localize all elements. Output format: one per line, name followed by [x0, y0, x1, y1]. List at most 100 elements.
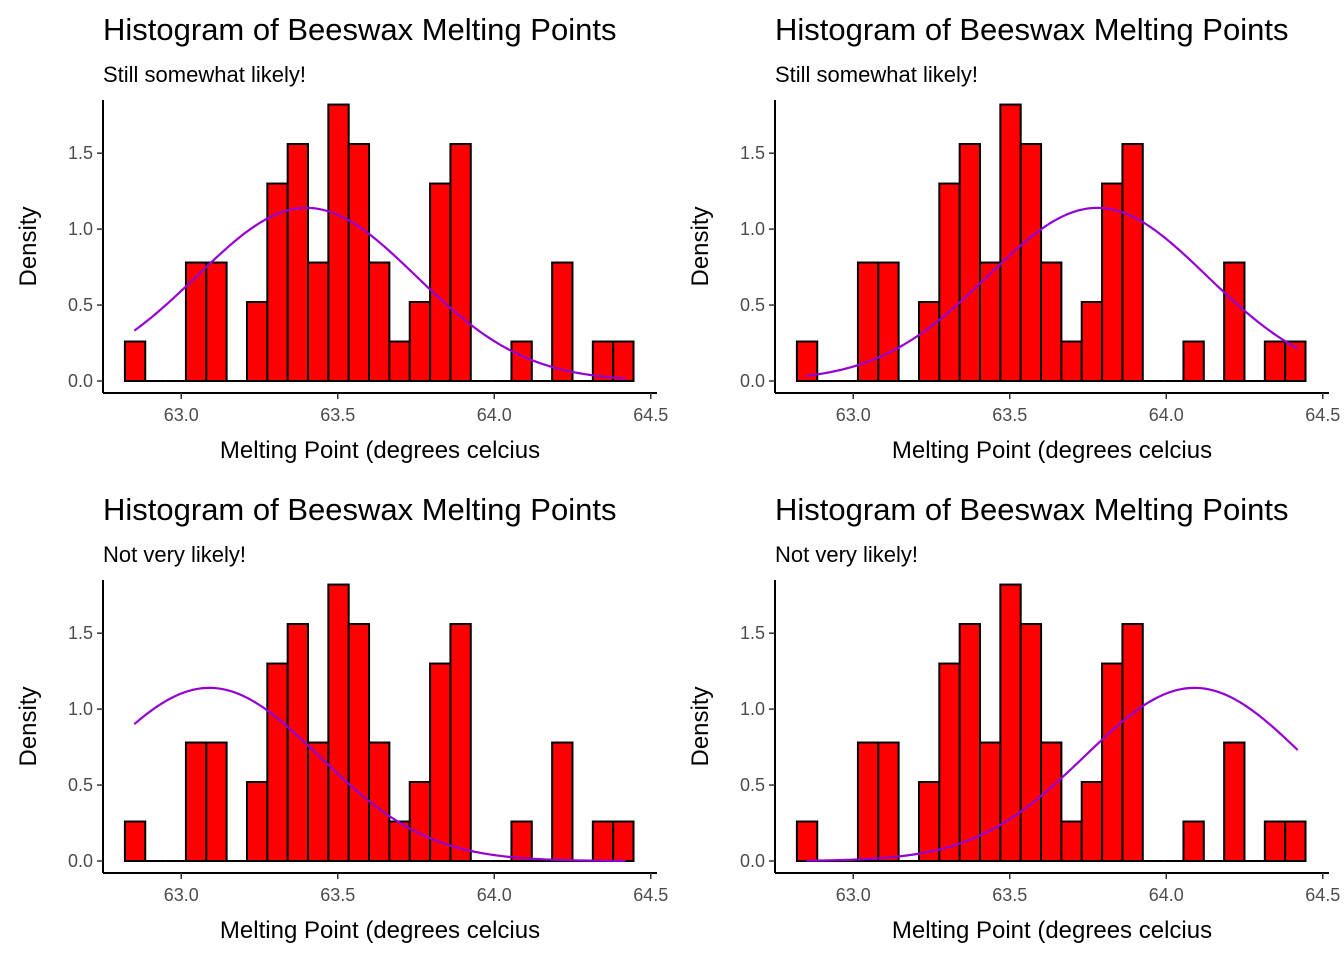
histogram-bar: [999, 103, 1022, 382]
y-axis-label: Density: [687, 206, 714, 286]
y-tick-label: 1.5: [740, 623, 765, 643]
histogram-bars: [795, 103, 1307, 383]
histogram-bar: [347, 623, 371, 862]
x-tick-label: 63.5: [992, 885, 1027, 905]
y-axis-label: Density: [15, 686, 42, 766]
histogram-bar: [1121, 623, 1144, 862]
histogram-bar: [795, 820, 819, 863]
y-tick-label: 1.5: [740, 143, 765, 163]
x-axis-label: Melting Point (degrees celcius: [892, 437, 1212, 464]
histogram-bar: [205, 741, 228, 862]
histogram-bar: [449, 623, 472, 862]
histogram-bar: [1182, 340, 1205, 383]
histogram-bar: [245, 301, 269, 382]
chart-subtitle: Still somewhat likely!: [103, 62, 306, 87]
histogram-bar: [1101, 662, 1124, 862]
histogram-bar: [286, 143, 310, 382]
y-tick-label: 1.5: [68, 143, 93, 163]
histogram-bar: [551, 261, 574, 382]
histogram-bar: [266, 662, 289, 862]
histogram-bar: [368, 261, 391, 382]
density-curve: [806, 206, 1299, 378]
histogram-bar: [408, 301, 432, 382]
histogram-bar: [510, 820, 533, 863]
y-tick-label: 1.0: [68, 699, 93, 719]
histogram-bar: [1263, 820, 1287, 863]
y-axis-label: Density: [687, 686, 714, 766]
histogram-bar: [347, 143, 371, 382]
histogram-bar: [795, 340, 819, 383]
histogram-bar: [368, 741, 391, 862]
x-tick-label: 64.0: [1149, 885, 1184, 905]
histogram-bar: [1101, 182, 1124, 382]
chart-title: Histogram of Beeswax Melting Points: [103, 12, 616, 47]
histogram-bar: [877, 261, 900, 382]
histogram-bar: [429, 182, 452, 382]
x-tick-label: 64.5: [633, 405, 668, 425]
histogram-bar: [1284, 820, 1307, 863]
histogram-bar: [184, 261, 208, 382]
x-tick-label: 64.5: [1305, 885, 1340, 905]
histogram-bar: [1182, 820, 1205, 863]
x-tick-label: 63.5: [320, 405, 355, 425]
histogram-bar: [1080, 301, 1104, 382]
x-axis-label: Melting Point (degrees celcius: [220, 437, 540, 464]
histogram-bar: [388, 340, 411, 383]
density-curve: [133, 686, 626, 862]
histogram-bar: [205, 261, 228, 382]
chart-subtitle: Not very likely!: [103, 542, 246, 567]
histogram-bar: [327, 583, 350, 862]
histogram-bar: [1223, 261, 1246, 382]
histogram-bar: [917, 301, 941, 382]
histogram-bar: [612, 340, 635, 383]
y-tick-label: 0.5: [68, 775, 93, 795]
x-tick-label: 63.5: [992, 405, 1027, 425]
y-tick-label: 0.5: [68, 295, 93, 315]
x-tick-label: 64.5: [633, 885, 668, 905]
y-tick-label: 1.0: [68, 219, 93, 239]
histogram-bar: [591, 820, 615, 863]
chart-panel-4: Histogram of Beeswax Melting Points Not v…: [687, 492, 1340, 944]
histogram-bar: [123, 820, 147, 863]
chart-subtitle: Still somewhat likely!: [775, 62, 978, 87]
density-curve: [133, 206, 626, 380]
histogram-bar: [979, 741, 1002, 862]
y-tick-label: 0.0: [740, 371, 765, 391]
y-tick-label: 0.0: [740, 851, 765, 871]
x-tick-label: 64.5: [1305, 405, 1340, 425]
histogram-bar: [1263, 340, 1287, 383]
histogram-bar: [1060, 340, 1083, 383]
chart-title: Histogram of Beeswax Melting Points: [775, 12, 1288, 47]
histogram-bar: [856, 741, 880, 862]
x-tick-label: 63.0: [836, 885, 871, 905]
histogram-bars: [123, 583, 635, 863]
histogram-bar: [1223, 741, 1246, 862]
chart-title: Histogram of Beeswax Melting Points: [775, 492, 1288, 527]
x-tick-label: 64.0: [477, 405, 512, 425]
x-axis-label: Melting Point (degrees celcius: [892, 917, 1212, 944]
x-tick-label: 63.0: [164, 405, 199, 425]
histogram-bar: [449, 143, 472, 382]
histogram-bar: [938, 662, 961, 862]
y-tick-label: 1.0: [740, 699, 765, 719]
histogram-bar: [408, 781, 432, 862]
y-tick-label: 0.0: [68, 851, 93, 871]
chart-title: Histogram of Beeswax Melting Points: [103, 492, 616, 527]
y-tick-label: 0.5: [740, 775, 765, 795]
histogram-bar: [877, 741, 900, 862]
x-tick-label: 64.0: [477, 885, 512, 905]
histogram-bar: [958, 623, 982, 862]
y-tick-label: 0.0: [68, 371, 93, 391]
histogram-bar: [612, 820, 635, 863]
histogram-bars: [795, 583, 1307, 863]
x-tick-label: 63.0: [836, 405, 871, 425]
histogram-bar: [327, 103, 350, 382]
y-tick-label: 1.0: [740, 219, 765, 239]
histogram-bar: [1080, 781, 1104, 862]
histogram-bars: [123, 103, 635, 383]
histogram-bar: [1040, 261, 1063, 382]
chart-panel-1: Histogram of Beeswax Melting Points Still…: [15, 12, 668, 464]
y-axis-label: Density: [15, 206, 42, 286]
x-tick-label: 64.0: [1149, 405, 1184, 425]
